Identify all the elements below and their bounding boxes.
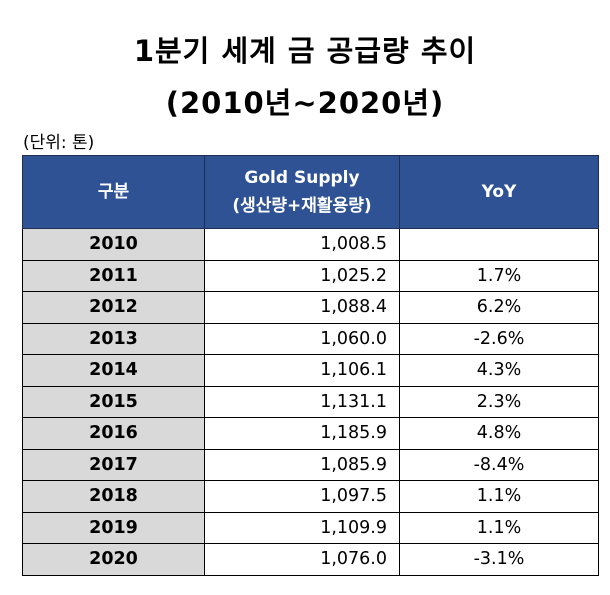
unit-label: (단위: 톤) <box>23 133 95 153</box>
header-category: 구분 <box>22 155 205 229</box>
table-header-row: 구분 Gold Supply (생산량+재활용량) YoY <box>22 155 599 229</box>
table-row: 2011 1,025.2 1.7% <box>22 259 599 292</box>
year-cell: 2017 <box>22 448 205 481</box>
yoy-cell: 1.1% <box>399 511 599 544</box>
page-subtitle: (2010년~2020년) <box>165 86 445 120</box>
header-gold-supply-line1: Gold Supply <box>244 168 360 188</box>
year-cell: 2015 <box>22 385 205 418</box>
yoy-cell: 1.1% <box>399 480 599 513</box>
table-row: 2018 1,097.5 1.1% <box>22 480 599 513</box>
header-yoy: YoY <box>399 155 599 229</box>
year-cell: 2016 <box>22 417 205 450</box>
yoy-cell: -2.6% <box>399 322 599 355</box>
table-row: 2019 1,109.9 1.1% <box>22 511 599 544</box>
yoy-cell: 1.7% <box>399 259 599 292</box>
gold-supply-table: 구분 Gold Supply (생산량+재활용량) YoY 2010 1,008.… <box>22 155 599 576</box>
year-cell: 2020 <box>22 543 205 576</box>
table-row: 2010 1,008.5 <box>22 228 599 261</box>
table-row: 2020 1,076.0 -3.1% <box>22 543 599 576</box>
yoy-cell: 4.8% <box>399 417 599 450</box>
header-gold-supply-line2: (생산량+재활용량) <box>232 196 372 216</box>
supply-cell: 1,097.5 <box>204 480 400 513</box>
supply-cell: 1,076.0 <box>204 543 400 576</box>
table-row: 2013 1,060.0 -2.6% <box>22 322 599 355</box>
table-row: 2012 1,088.4 6.2% <box>22 291 599 324</box>
yoy-cell: 4.3% <box>399 354 599 387</box>
yoy-cell: 2.3% <box>399 385 599 418</box>
year-cell: 2019 <box>22 511 205 544</box>
supply-cell: 1,088.4 <box>204 291 400 324</box>
yoy-cell: -8.4% <box>399 448 599 481</box>
table-row: 2015 1,131.1 2.3% <box>22 385 599 418</box>
yoy-cell <box>399 228 599 261</box>
header-gold-supply: Gold Supply (생산량+재활용량) <box>204 155 400 229</box>
year-cell: 2011 <box>22 259 205 292</box>
page-title: 1분기 세계 금 공급량 추이 <box>133 34 477 68</box>
year-cell: 2014 <box>22 354 205 387</box>
year-cell: 2010 <box>22 228 205 261</box>
supply-cell: 1,185.9 <box>204 417 400 450</box>
yoy-cell: 6.2% <box>399 291 599 324</box>
table-row: 2014 1,106.1 4.3% <box>22 354 599 387</box>
year-cell: 2012 <box>22 291 205 324</box>
table-row: 2017 1,085.9 -8.4% <box>22 448 599 481</box>
supply-cell: 1,109.9 <box>204 511 400 544</box>
supply-cell: 1,131.1 <box>204 385 400 418</box>
supply-cell: 1,060.0 <box>204 322 400 355</box>
year-cell: 2013 <box>22 322 205 355</box>
year-cell: 2018 <box>22 480 205 513</box>
supply-cell: 1,106.1 <box>204 354 400 387</box>
yoy-cell: -3.1% <box>399 543 599 576</box>
table-body: 2010 1,008.5 2011 1,025.2 1.7% 2012 1,088.4 6.2… <box>22 228 599 576</box>
supply-cell: 1,025.2 <box>204 259 400 292</box>
supply-cell: 1,085.9 <box>204 448 400 481</box>
table-row: 2016 1,185.9 4.8% <box>22 417 599 450</box>
supply-cell: 1,008.5 <box>204 228 400 261</box>
